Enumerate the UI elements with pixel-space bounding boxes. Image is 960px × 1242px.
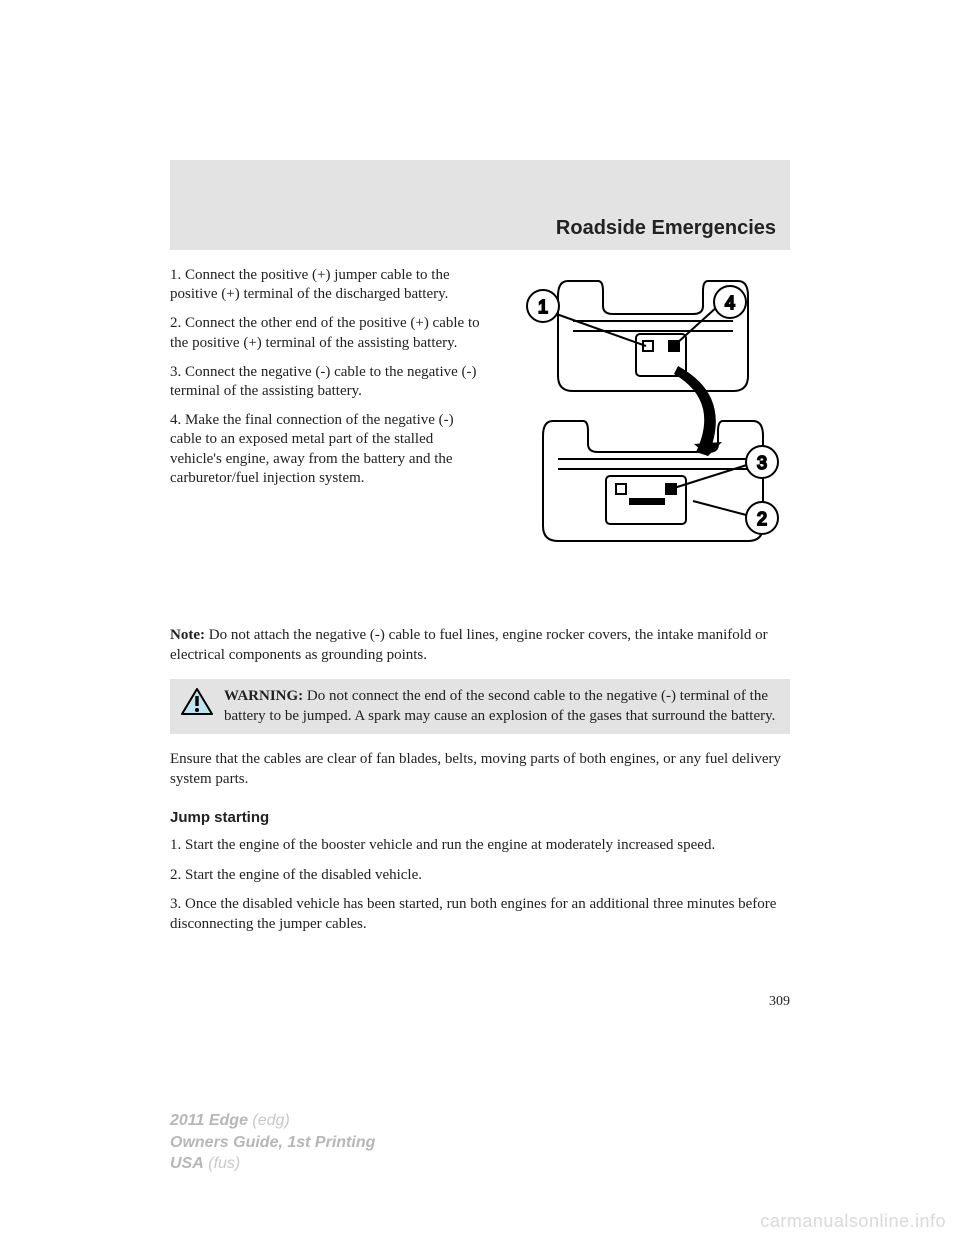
footer-line2: Owners Guide, 1st Printing xyxy=(170,1132,375,1154)
section-header-bar: Roadside Emergencies xyxy=(170,160,790,250)
jump-step-1: 1. Start the engine of the booster vehic… xyxy=(170,836,790,856)
callout-3-text: 3 xyxy=(757,453,767,473)
warning-label: WARNING: xyxy=(224,688,303,704)
jump-start-steps: 1. Start the engine of the booster vehic… xyxy=(170,836,790,934)
content-area: 1. Connect the positive (+) jumper cable… xyxy=(170,250,790,1010)
page-content: Roadside Emergencies 1. Connect the posi… xyxy=(170,160,790,1010)
page-number: 309 xyxy=(170,994,790,1010)
note-label: Note: xyxy=(170,627,205,643)
footer-model: 2011 Edge xyxy=(170,1112,248,1129)
jump-starting-heading: Jump starting xyxy=(170,809,790,826)
jump-step-3: 3. Once the disabled vehicle has been st… xyxy=(170,895,790,934)
step-3: 3. Connect the negative (-) cable to the… xyxy=(170,363,480,401)
footer-block: 2011 Edge (edg) Owners Guide, 1st Printi… xyxy=(170,1110,375,1175)
footer-model-code: (edg) xyxy=(252,1112,289,1129)
note-block: Note: Do not attach the negative (-) cab… xyxy=(170,626,790,665)
footer-region-code: (fus) xyxy=(208,1155,240,1172)
footer-region: USA xyxy=(170,1155,204,1172)
warning-text-block: WARNING: Do not connect the end of the s… xyxy=(224,687,780,726)
footer-line1: 2011 Edge (edg) xyxy=(170,1110,375,1132)
warning-body: Do not connect the end of the second cab… xyxy=(224,688,775,724)
callout-1-text: 1 xyxy=(538,297,548,317)
instruction-column: 1. Connect the positive (+) jumper cable… xyxy=(170,266,480,556)
footer-line3: USA (fus) xyxy=(170,1153,375,1175)
callout-2-text: 2 xyxy=(757,509,767,529)
diagram-column: 1 4 3 2 xyxy=(498,266,788,556)
jump-step-2: 2. Start the engine of the disabled vehi… xyxy=(170,866,790,886)
watermark-text: carmanualsonline.info xyxy=(760,1211,946,1232)
step-1: 1. Connect the positive (+) jumper cable… xyxy=(170,266,480,304)
note-text: Do not attach the negative (-) cable to … xyxy=(170,627,768,663)
ensure-paragraph: Ensure that the cables are clear of fan … xyxy=(170,750,790,789)
section-title: Roadside Emergencies xyxy=(556,217,776,240)
two-column-block: 1. Connect the positive (+) jumper cable… xyxy=(170,266,790,556)
step-4: 4. Make the final connection of the nega… xyxy=(170,411,480,488)
step-2: 2. Connect the other end of the positive… xyxy=(170,314,480,352)
warning-box: WARNING: Do not connect the end of the s… xyxy=(170,679,790,734)
jumper-cable-diagram: 1 4 3 2 xyxy=(498,266,788,556)
warning-triangle-icon xyxy=(180,687,214,717)
callout-4-text: 4 xyxy=(725,293,735,313)
